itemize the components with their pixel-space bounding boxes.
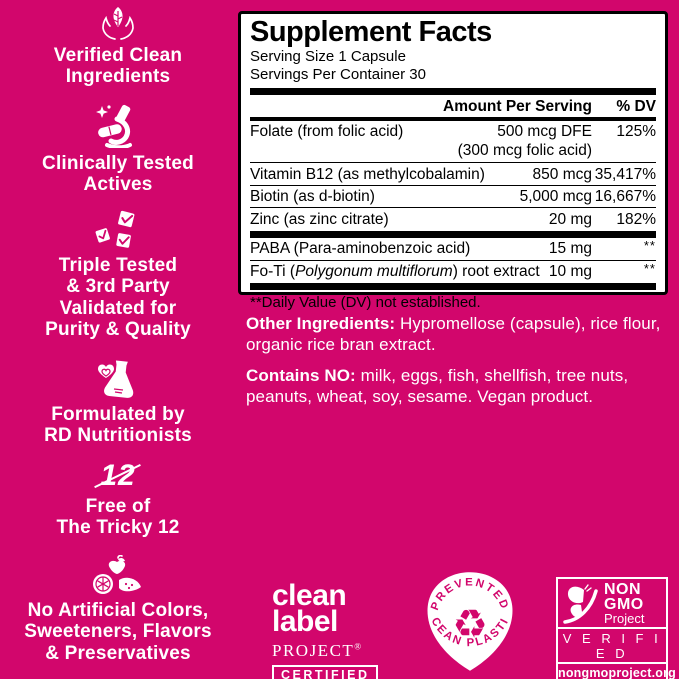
claim-clinically-tested: Clinically Tested Actives	[0, 104, 236, 196]
table-row-vitamin-b12: Vitamin B12 (as methylcobalamin) 850 mcg…	[250, 165, 656, 183]
divider-thick	[250, 230, 656, 238]
other-ingredients-text: Hypromellose (capsule), rice flour, orga…	[246, 314, 661, 354]
table-row-paba: PABA (Para-aminobenzoic acid) 15 mg **	[250, 238, 656, 258]
table-row-biotin: Biotin (as d-biotin) 5,000 mcg 16,667%	[250, 188, 656, 206]
table-row-folate-subline: (300 mcg folic acid)	[457, 142, 592, 160]
claim-text-line: Validated for	[59, 297, 177, 319]
col-amount-per-serving: Amount Per Serving	[443, 97, 592, 115]
prevented-ocean-plastic-logo: PREVENTED OCEAN PLASTIC ♻	[413, 565, 513, 671]
divider-medium	[250, 116, 656, 121]
non-gmo-project-logo: NON GMO Project V E R I F I E D nongmopr…	[556, 577, 676, 679]
claim-text-line: The Tricky 12	[56, 517, 180, 539]
claim-text-line: RD Nutritionists	[44, 425, 192, 447]
claim-text-line: Formulated by	[51, 404, 185, 425]
claim-text-line: Purity & Quality	[45, 318, 191, 340]
divider-thick	[250, 283, 656, 291]
claim-verified-clean: Verified Clean Ingredients	[0, 6, 236, 88]
claim-text-line: Actives	[83, 174, 153, 196]
claim-free-of-tricky-12: 12 Free of The Tricky 12	[0, 461, 236, 539]
claim-text-line: & 3rd Party	[66, 276, 170, 298]
non-gmo-line3: Project	[604, 611, 645, 627]
claim-text-line: No Artificial Colors,	[27, 600, 209, 621]
contains-no-text: milk, eggs, fish, shellfish, tree nuts, …	[246, 366, 629, 406]
dv-footnote: **Daily Value (DV) not established.	[250, 294, 481, 312]
claim-text-line: & Preservatives	[45, 642, 191, 664]
registered-mark: ®	[354, 640, 362, 651]
fruits-icon	[93, 555, 141, 594]
other-ingredients: Other Ingredients: Hypromellose (capsule…	[246, 314, 670, 355]
table-row-fo-ti: Fo-Ti (Polygonum multiflorum) root extra…	[250, 261, 656, 281]
claim-text-line: Free of	[85, 496, 151, 517]
table-header-row: Amount Per Serving % DV	[250, 95, 656, 117]
clean-label-project-line: PROJECT®	[272, 640, 362, 660]
divider-hairline	[250, 207, 656, 209]
supplement-facts-title: Supplement Facts	[250, 16, 492, 48]
other-ingredients-label: Other Ingredients:	[246, 314, 396, 333]
claim-formulated-by: Formulated by RD Nutritionists	[0, 359, 236, 447]
certified-badge: CERTIFIED	[272, 664, 379, 679]
divider-hairline	[250, 162, 656, 164]
triple-check-icon	[95, 210, 135, 248]
claim-text-line: Sweeteners, Flavors	[24, 621, 212, 643]
servings-per-container: Servings Per Container 30	[250, 66, 426, 83]
claim-no-artificial: No Artificial Colors, Sweeteners, Flavor…	[0, 555, 236, 664]
table-row-zinc: Zinc (as zinc citrate) 20 mg 182%	[250, 210, 656, 228]
table-row-folate: Folate (from folic acid) 500 mcg DFE 125…	[250, 123, 656, 141]
col-percent-dv: % DV	[616, 97, 656, 115]
non-gmo-top: NON GMO Project	[558, 579, 666, 627]
serving-size: Serving Size 1 Capsule	[250, 48, 406, 66]
claim-text-line: Triple Tested	[58, 255, 178, 276]
contains-no: Contains NO: milk, eggs, fish, shellfish…	[246, 366, 670, 407]
claim-text-line: Clinically Tested	[42, 153, 194, 174]
divider-thick	[250, 87, 656, 95]
supplement-facts-panel: Supplement Facts Serving Size 1 Capsule …	[238, 11, 668, 311]
clean-label-line1: clean	[272, 579, 347, 612]
butterfly-icon	[563, 584, 598, 624]
non-gmo-line1: NON	[604, 581, 642, 598]
non-gmo-url: nongmoproject.org	[558, 662, 676, 679]
recycle-icon: ♻	[452, 603, 487, 647]
contains-no-label: Contains NO:	[246, 366, 356, 385]
divider-hairline	[250, 259, 656, 261]
clean-label-project-logo: clean label PROJECT® CERTIFIED	[272, 579, 379, 679]
hands-leaf-icon	[102, 7, 134, 40]
non-gmo-line2: GMO	[604, 596, 644, 614]
clean-label-line2: label	[272, 604, 338, 638]
claim-triple-tested: Triple Tested & 3rd Party Validated for …	[0, 210, 236, 340]
claim-text-line: Ingredients	[65, 66, 171, 88]
microscope-icon	[96, 104, 132, 148]
tricky-12-icon: 12	[100, 459, 136, 492]
claim-text-line: Verified Clean	[53, 45, 183, 66]
flask-heart-icon	[98, 360, 134, 398]
divider-hairline	[250, 184, 656, 186]
non-gmo-verified: V E R I F I E D	[558, 627, 666, 662]
